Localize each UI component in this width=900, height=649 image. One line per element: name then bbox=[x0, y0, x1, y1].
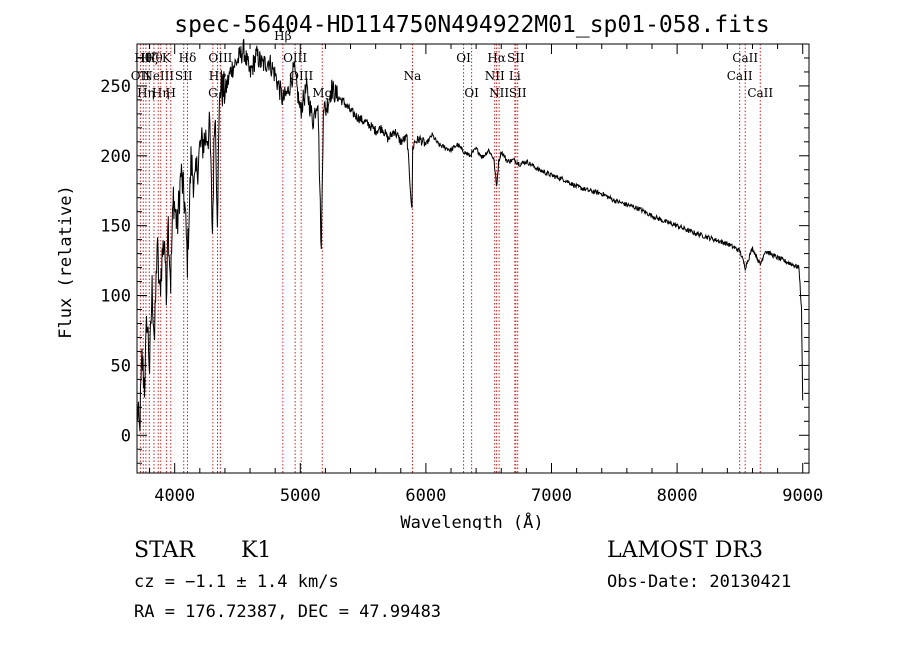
line-label-h: H bbox=[166, 86, 176, 100]
redshift-value: cz = −1.1 ± 1.4 km/s bbox=[134, 572, 339, 592]
line-label-oi: OI bbox=[464, 86, 479, 100]
y-tick-label: 250 bbox=[100, 77, 131, 97]
x-tick-label: 6000 bbox=[405, 486, 446, 506]
chart-title: spec-56404-HD114750N494922M01_sp01-058.f… bbox=[174, 12, 769, 38]
line-label-hθ: Hθ bbox=[134, 51, 152, 65]
line-label-nii: NII bbox=[489, 86, 509, 100]
x-axis-label: Wavelength (Å) bbox=[400, 511, 543, 530]
line-label-k: K bbox=[162, 51, 172, 65]
line-label-nii: NII bbox=[485, 69, 505, 83]
y-axis-label: Flux (relative) bbox=[56, 185, 76, 339]
spectrum-chart: spec-56404-HD114750N494922M01_sp01-058.f… bbox=[56, 12, 823, 530]
line-label-oiii: OIII bbox=[208, 51, 232, 65]
line-label-hθ: Hθ bbox=[145, 51, 163, 65]
spectral-line-markers bbox=[139, 44, 761, 473]
line-label-caii: CaII bbox=[747, 86, 773, 100]
plot-frame bbox=[136, 43, 810, 474]
line-label-mg: Mg bbox=[312, 86, 332, 100]
coordinates: RA = 176.72387, DEC = 47.99483 bbox=[134, 602, 442, 622]
survey-name: LAMOST DR3 bbox=[607, 538, 763, 563]
line-label-hβ: Hβ bbox=[274, 29, 291, 43]
y-tick-label: 100 bbox=[100, 287, 131, 307]
y-tick-label: 50 bbox=[111, 356, 131, 376]
x-tick-label: 7000 bbox=[531, 486, 572, 506]
x-tick-label: 5000 bbox=[280, 486, 321, 506]
spectral-line-labels: OIIHθHηHζHθNeIIIHηKHSIIHδGHγOIIIHβOIIIOI… bbox=[131, 29, 774, 100]
y-tick-label: 0 bbox=[121, 426, 131, 446]
spectrum-series-line bbox=[136, 38, 804, 432]
line-label-oii: OII bbox=[131, 69, 151, 83]
line-label-sii: SII bbox=[175, 69, 193, 83]
line-label-g: G bbox=[208, 86, 218, 100]
line-label-na: Na bbox=[404, 69, 422, 83]
object-class: K1 bbox=[241, 538, 272, 563]
x-tick-label: 4000 bbox=[154, 486, 195, 506]
x-tick-label: 9000 bbox=[782, 486, 823, 506]
y-axis: 0 50 100 150 200 250 bbox=[100, 43, 809, 464]
line-label-sii: SII bbox=[507, 51, 525, 65]
line-label-hη: Hη bbox=[152, 86, 170, 100]
line-label-hη: Hη bbox=[137, 86, 155, 100]
line-label-oi: OI bbox=[456, 51, 471, 65]
object-type: STAR bbox=[134, 538, 195, 563]
line-label-oiii: OIII bbox=[283, 51, 307, 65]
line-label-hα: Hα bbox=[487, 51, 506, 65]
line-label-caii: CaII bbox=[727, 69, 753, 83]
x-tick-label: 8000 bbox=[657, 486, 698, 506]
x-axis: 4000 5000 6000 7000 8000 9000 bbox=[149, 44, 823, 506]
y-tick-label: 200 bbox=[100, 147, 131, 167]
observation-date: Obs-Date: 20130421 bbox=[607, 572, 792, 592]
line-label-sii: SII bbox=[509, 86, 527, 100]
line-label-hζ: Hζ bbox=[141, 51, 158, 65]
line-label-hδ: Hδ bbox=[179, 51, 197, 65]
line-label-caii: CaII bbox=[732, 51, 758, 65]
y-tick-label: 150 bbox=[100, 217, 131, 237]
line-label-li: Li bbox=[509, 69, 521, 83]
line-label-neiii: NeIII bbox=[142, 69, 174, 83]
